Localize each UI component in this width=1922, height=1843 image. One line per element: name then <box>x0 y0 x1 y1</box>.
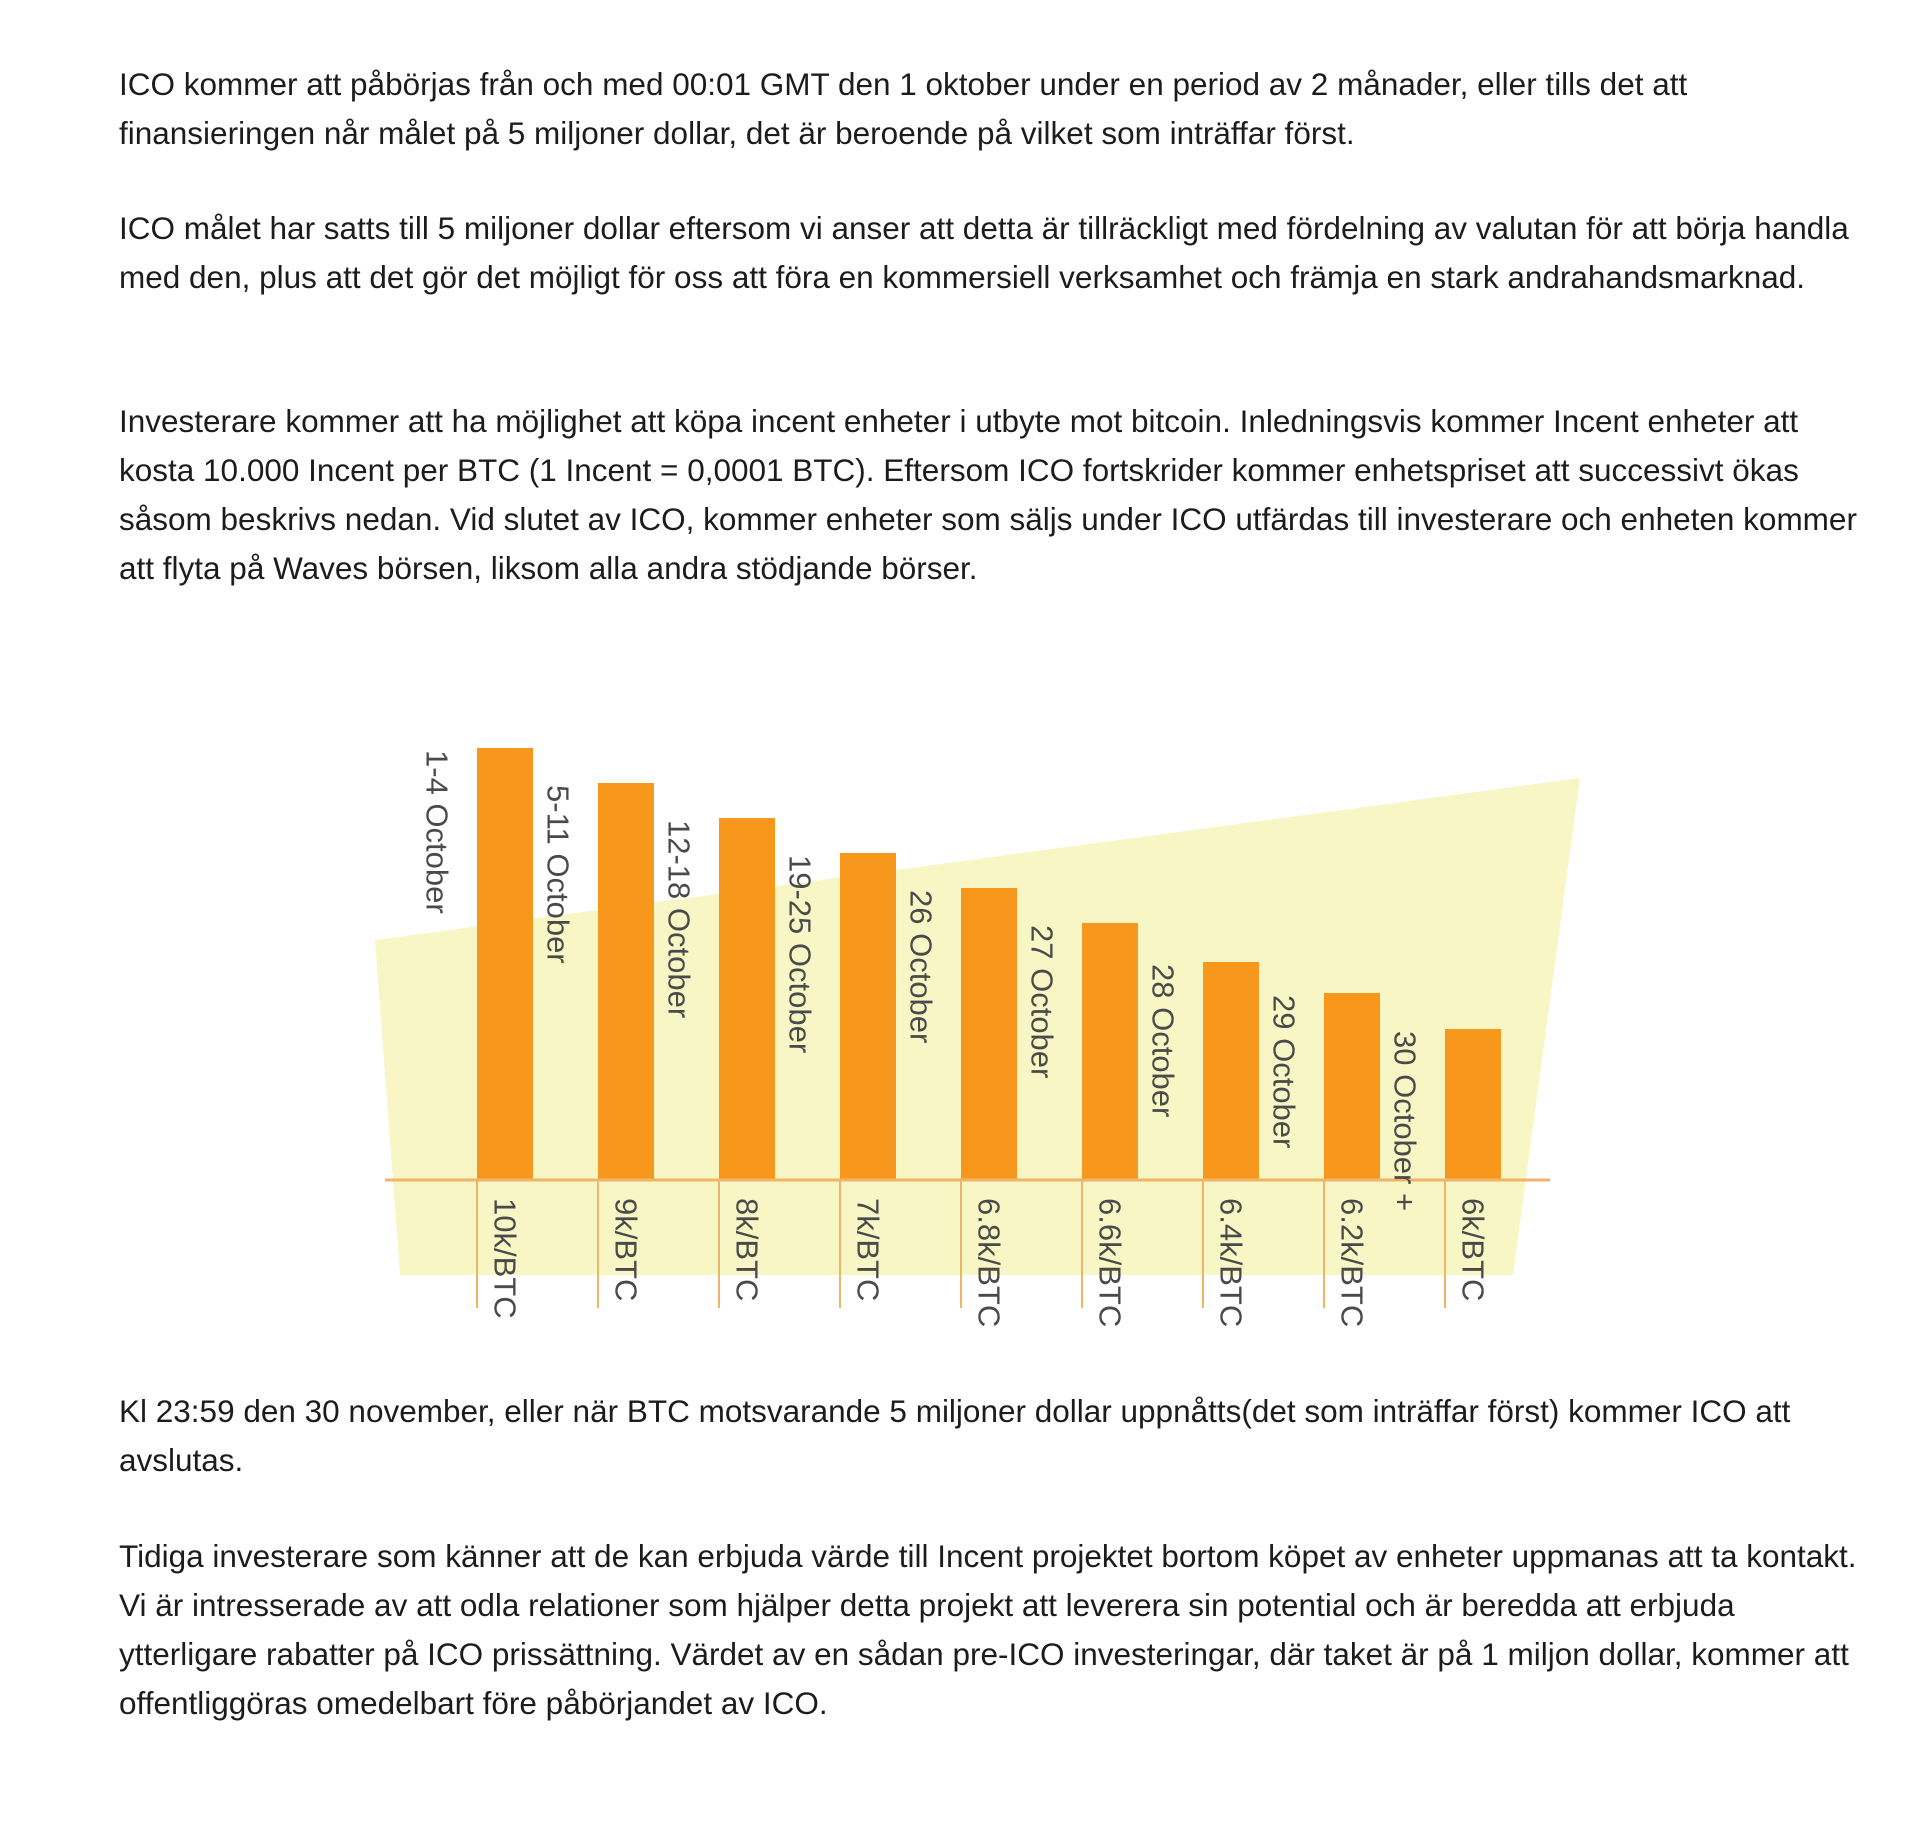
bar-8 <box>1324 993 1380 1180</box>
price-label-4: 7k/BTC <box>851 1198 886 1301</box>
category-label-5: 26 October <box>904 890 939 1043</box>
price-label-5: 6.8k/BTC <box>972 1198 1007 1327</box>
chart-bars <box>477 748 1501 1180</box>
price-label-3: 8k/BTC <box>730 1198 765 1301</box>
category-label-9: 30 October + <box>1388 1031 1423 1211</box>
price-label-7: 6.4k/BTC <box>1214 1198 1249 1327</box>
price-label-1: 10k/BTC <box>488 1198 523 1319</box>
category-label-6: 27 October <box>1025 925 1060 1078</box>
paragraph-ico-start: ICO kommer att påbörjas från och med 00:… <box>119 66 1688 151</box>
bar-2 <box>598 783 654 1180</box>
chart-category-labels: 1-4 October 5-11 October 12-18 October 19-2… <box>420 750 1423 1211</box>
price-label-9: 6k/BTC <box>1456 1198 1491 1301</box>
category-label-4: 19-25 October <box>783 855 818 1053</box>
paragraph-investors-pricing: Investerare kommer att ha möjlighet att … <box>119 403 1857 586</box>
price-label-8: 6.2k/BTC <box>1335 1198 1370 1327</box>
paragraph-ico-end: Kl 23:59 den 30 november, eller när BTC … <box>119 1393 1791 1478</box>
category-label-2: 5-11 October <box>541 785 576 964</box>
bar-6 <box>1082 923 1138 1180</box>
bar-4 <box>840 853 896 1180</box>
paragraph-ico-goal: ICO målet har satts till 5 miljoner doll… <box>119 210 1849 295</box>
chart-price-labels: 10k/BTC 9k/BTC 8k/BTC 7k/BTC 6.8k/BTC 6.6k/BT… <box>488 1198 1491 1327</box>
price-label-2: 9k/BTC <box>609 1198 644 1301</box>
bar-3 <box>719 818 775 1180</box>
bar-5 <box>961 888 1017 1180</box>
bar-1 <box>477 748 533 1180</box>
bar-9 <box>1445 1029 1501 1180</box>
category-label-8: 29 October <box>1267 995 1302 1148</box>
category-label-3: 12-18 October <box>662 820 697 1018</box>
category-label-7: 28 October <box>1146 964 1181 1117</box>
chart-tick-lines <box>476 1180 1446 1308</box>
bar-7 <box>1203 962 1259 1180</box>
price-label-6: 6.6k/BTC <box>1093 1198 1128 1327</box>
category-label-1: 1-4 October <box>420 750 455 914</box>
paragraph-early-investors: Tidiga investerare som känner att de kan… <box>119 1538 1857 1721</box>
